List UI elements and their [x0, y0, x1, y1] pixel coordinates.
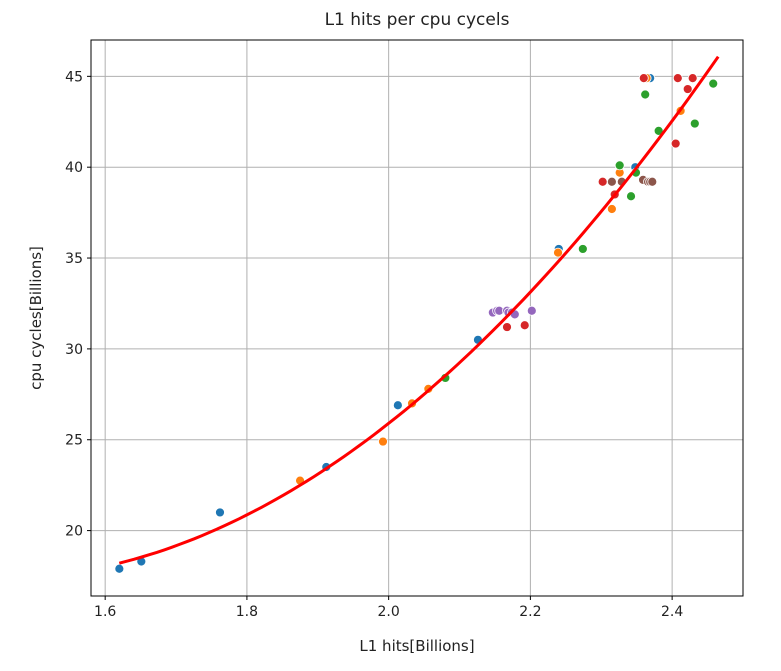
- data-point: [215, 507, 225, 518]
- data-point: [378, 436, 388, 447]
- points: [114, 73, 719, 574]
- data-point: [606, 176, 617, 187]
- data-point: [114, 563, 125, 574]
- data-point: [519, 320, 530, 331]
- data-point: [689, 118, 700, 129]
- fit-curve-group: [118, 55, 720, 565]
- x-tick-label: 2.2: [519, 604, 541, 620]
- data-point: [526, 305, 537, 316]
- data-point: [577, 244, 588, 254]
- data-point: [708, 78, 719, 89]
- data-point: [392, 400, 403, 411]
- data-point: [687, 73, 698, 84]
- data-point: [626, 191, 636, 202]
- data-point: [553, 247, 563, 258]
- x-tick-label: 1.6: [94, 604, 116, 620]
- y-tick-label: 25: [65, 433, 83, 449]
- data-point: [638, 73, 649, 84]
- x-tick-label: 2.4: [661, 604, 683, 620]
- y-tick-label: 20: [65, 524, 83, 540]
- data-point: [597, 176, 608, 187]
- y-tick-label: 35: [65, 251, 83, 267]
- ticks: 1.6 1.8 2.0 2.2 2.4 20 25 30 35 40 45: [65, 69, 683, 620]
- grid: [91, 40, 743, 596]
- data-point: [606, 204, 617, 214]
- y-axis-label: cpu cycles[Billions]: [27, 246, 45, 390]
- data-point: [672, 73, 683, 84]
- x-tick-label: 2.0: [378, 604, 400, 620]
- x-tick-label: 1.8: [236, 604, 258, 620]
- data-point: [640, 89, 651, 100]
- data-point: [647, 176, 658, 187]
- data-point: [502, 322, 512, 332]
- plot-frame: [90, 39, 744, 597]
- y-tick-label: 45: [65, 69, 83, 85]
- data-point: [670, 138, 681, 149]
- y-tick-label: 30: [65, 342, 83, 358]
- chart-title: L1 hits per cpu cycels: [325, 10, 510, 30]
- x-axis-label: L1 hits[Billions]: [359, 637, 474, 655]
- data-point: [682, 84, 693, 94]
- data-point: [614, 160, 625, 171]
- y-tick-label: 40: [65, 160, 83, 176]
- fit-curve: [118, 55, 720, 565]
